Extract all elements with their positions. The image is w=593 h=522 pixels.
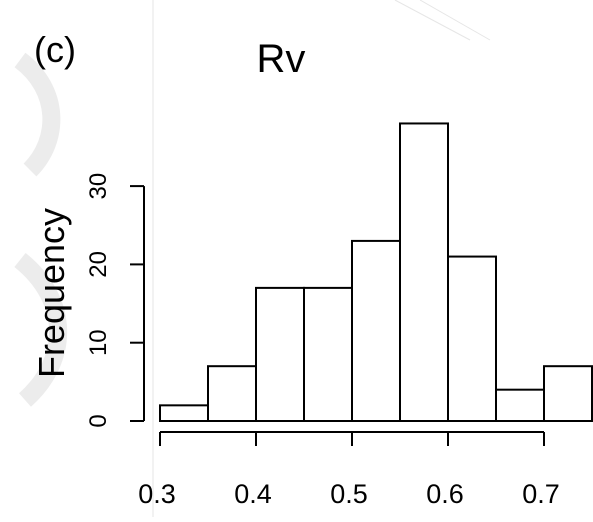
histogram-bar — [159, 404, 209, 422]
x-tick-label: 0.6 — [426, 479, 464, 509]
y-axis-label: Frequency — [31, 208, 72, 378]
histogram-bar — [255, 286, 305, 423]
histogram-bar — [495, 388, 545, 422]
histogram-bar — [303, 286, 353, 423]
x-tick-label: 0.5 — [330, 479, 368, 509]
y-tick-label: 20 — [85, 251, 112, 278]
x-tick-label: 0.4 — [234, 479, 272, 509]
histogram-bar — [447, 255, 497, 422]
histogram-bar — [207, 365, 257, 423]
histogram-bar — [351, 239, 401, 422]
x-tick-label: 0.3 — [138, 479, 176, 509]
histogram-bar — [399, 122, 449, 423]
y-tick-label: 10 — [85, 329, 112, 356]
y-tick-label: 0 — [85, 414, 112, 427]
panel-label: (c) — [34, 29, 76, 70]
histogram-bars — [159, 122, 593, 423]
x-tick-label: 0.7 — [522, 479, 560, 509]
y-axis: 0 10 20 30 — [85, 173, 145, 428]
background-decoration — [14, 0, 491, 517]
chart-title: Rv — [257, 37, 306, 81]
x-axis: 0.3 0.4 0.5 0.6 0.7 — [138, 431, 560, 509]
y-tick-label: 30 — [85, 173, 112, 200]
histogram-bar — [543, 365, 593, 423]
